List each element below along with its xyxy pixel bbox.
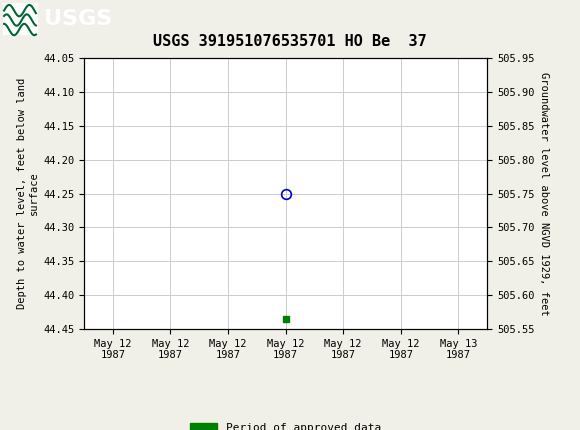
Y-axis label: Depth to water level, feet below land
surface: Depth to water level, feet below land su…: [17, 78, 39, 309]
Text: USGS: USGS: [44, 9, 112, 29]
Text: USGS 391951076535701 HO Be  37: USGS 391951076535701 HO Be 37: [153, 34, 427, 49]
Legend: Period of approved data: Period of approved data: [185, 418, 386, 430]
Y-axis label: Groundwater level above NGVD 1929, feet: Groundwater level above NGVD 1929, feet: [539, 72, 549, 315]
FancyBboxPatch shape: [3, 3, 38, 35]
